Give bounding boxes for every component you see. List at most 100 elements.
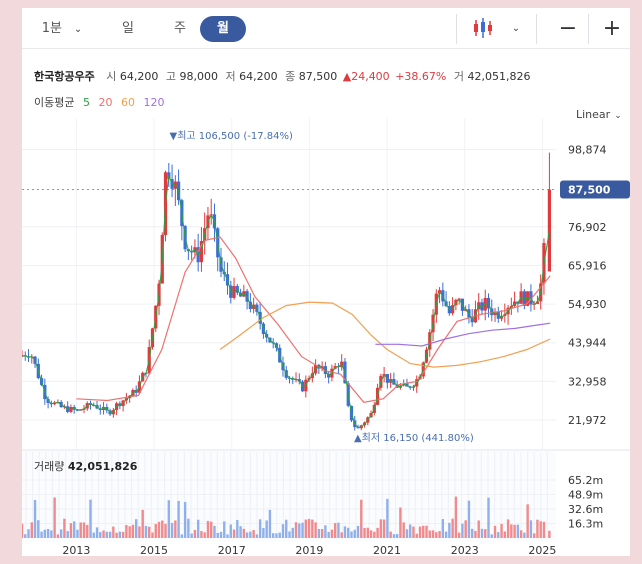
price-chart[interactable]: 21,972 32,958 43,944 54,930 65,916 76,902 98,8… (22, 8, 630, 556)
volume-bar (46, 528, 50, 538)
volume-bar (271, 533, 275, 538)
volume-bar (324, 525, 327, 538)
volume-bar (245, 532, 249, 538)
volume-bar (210, 521, 213, 538)
volume-bar (402, 522, 405, 538)
volume-bar (382, 519, 386, 538)
volume-bar (105, 531, 109, 538)
volume-bar (177, 500, 180, 538)
volume-bar (366, 527, 369, 538)
volume-bar (30, 522, 33, 538)
volume-bar (258, 519, 262, 538)
volume-bar (356, 525, 360, 538)
volume-bar (232, 529, 236, 538)
toolbar-divider (536, 14, 537, 44)
chevron-down-icon: ⌄ (614, 111, 622, 121)
volume-bar (536, 519, 539, 538)
volume-bar (464, 520, 467, 538)
zoom-in-button[interactable]: + (602, 16, 622, 41)
chart-type-button[interactable] (468, 16, 498, 42)
high-value: 98,000 (179, 70, 218, 83)
volume-bar (389, 531, 392, 538)
volume-bar (490, 534, 493, 538)
volume-bar (317, 528, 321, 538)
volume-bar (519, 530, 523, 538)
scale-label: Linear (576, 108, 611, 121)
volume-bar (451, 518, 454, 538)
chevron-down-icon[interactable]: ⌄ (511, 23, 521, 34)
volume-bar (193, 529, 197, 538)
x-tick-label: 2023 (451, 544, 479, 556)
current-price-label: 87,500 (568, 184, 611, 197)
x-tick-label: 2019 (295, 544, 323, 556)
zoom-out-button[interactable]: − (558, 16, 578, 41)
volume-bar (353, 529, 356, 538)
volume-bar (66, 531, 69, 538)
current-price-badge (560, 180, 630, 199)
volume-bar (333, 523, 337, 538)
volume-bar (121, 531, 125, 538)
volume-bar (395, 534, 399, 538)
volume-bar (477, 520, 480, 538)
min-annotation: ▲최저 16,150 (441.80%) (354, 432, 474, 444)
volume-bar (379, 519, 383, 538)
volume-bar (37, 520, 40, 538)
volume-bar (320, 529, 324, 538)
volume-bar (138, 526, 141, 538)
volume-bar (444, 531, 448, 538)
volume-bar (523, 532, 526, 538)
volume-bar (118, 531, 122, 538)
volume-bar (422, 525, 425, 538)
volume-bar (409, 524, 412, 538)
volume-bar (480, 528, 484, 538)
volume-bar (298, 523, 301, 538)
volume-bar (467, 500, 471, 538)
ma-20-line (76, 236, 551, 403)
volume-bar (141, 509, 144, 538)
volume-label: 거 (453, 70, 464, 83)
tab-month[interactable]: 월 (200, 16, 246, 42)
volume-bar (360, 499, 363, 538)
tab-day[interactable]: 일 (122, 21, 134, 36)
volume-bar (327, 531, 330, 538)
volume-bar (399, 507, 402, 538)
moving-average-label: 이동평균 (34, 96, 75, 109)
close-label: 종 (285, 70, 296, 83)
volume-bar (268, 509, 272, 538)
volume-bar (82, 522, 86, 538)
volume-bar (223, 521, 226, 538)
volume-bar (441, 519, 445, 538)
y-tick-label: 54,930 (568, 298, 607, 311)
volume-bar (431, 530, 435, 538)
scale-select[interactable]: Linear ⌄ (576, 108, 622, 121)
change-value: ▲24,400 (342, 70, 390, 83)
volume-bar (461, 523, 464, 538)
volume-tick-label: 48.9m (568, 489, 603, 502)
ma-20[interactable]: 20 (98, 96, 113, 109)
volume-bar (92, 532, 95, 538)
volume-bar (154, 523, 157, 538)
volume-bar (376, 527, 379, 538)
ma-60[interactable]: 60 (120, 96, 135, 109)
volume-bar (294, 522, 298, 538)
candlestick-icon (474, 18, 492, 38)
x-tick-label: 2025 (528, 544, 556, 556)
volume-bar (435, 532, 438, 538)
volume-bar (542, 521, 546, 538)
volume-bar (164, 523, 167, 538)
volume-bar (196, 519, 200, 538)
price-summary: 한국항공우주 시 64,200 고 98,000 저 64,200 종 87,5… (34, 68, 530, 84)
toolbar-separator (22, 48, 630, 49)
tab-week[interactable]: 주 (174, 21, 186, 36)
ma-120[interactable]: 120 (143, 96, 165, 109)
volume-bar (148, 526, 151, 538)
period-select[interactable]: 1분 ⌄ (30, 16, 94, 42)
ma-5[interactable]: 5 (82, 96, 90, 109)
volume-bar (373, 531, 376, 538)
volume-bar (343, 526, 347, 538)
stock-name: 한국항공우주 (34, 70, 95, 83)
volume-bar (516, 524, 520, 538)
volume-bar (497, 532, 500, 538)
y-tick-label: 65,916 (568, 259, 607, 272)
volume-panel-label: 거래량 (34, 460, 65, 473)
